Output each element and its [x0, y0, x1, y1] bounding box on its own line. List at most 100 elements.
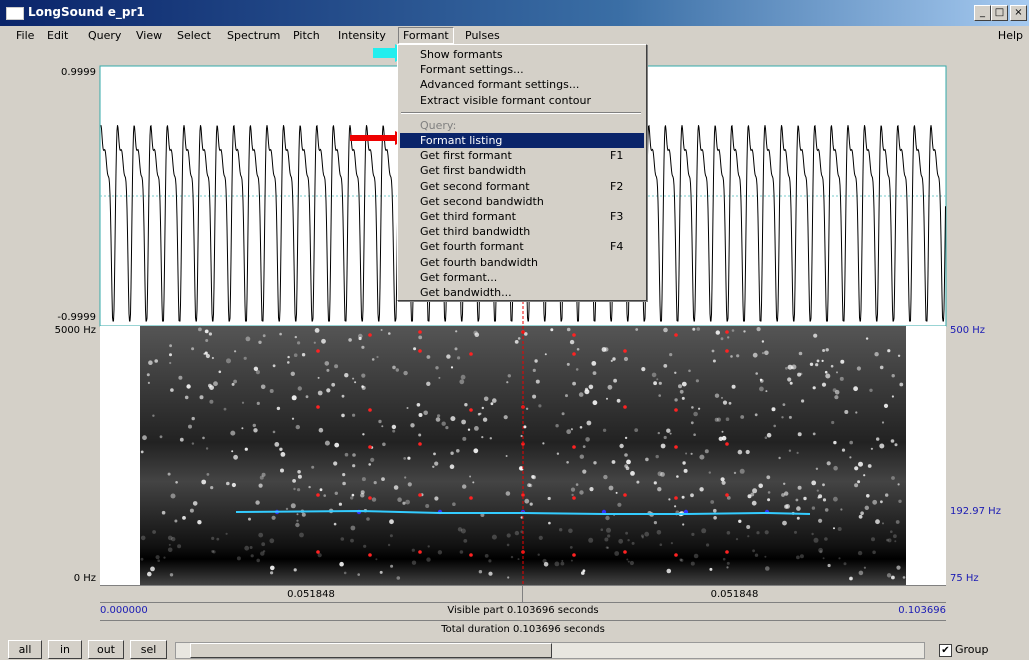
- zoom-button[interactable]: all: [8, 640, 42, 659]
- menu-option[interactable]: Formant settings...: [400, 62, 644, 77]
- pitch-top-label: 500 Hz: [950, 325, 986, 336]
- option-label: Extract visible formant contour: [420, 93, 592, 107]
- zoom-button[interactable]: in: [48, 640, 82, 659]
- visible-bar[interactable]: [100, 602, 946, 620]
- menu-option[interactable]: Get fourth bandwidth: [400, 255, 644, 270]
- speckle: [690, 493, 694, 498]
- menu-option[interactable]: Get third formant F3: [400, 209, 644, 224]
- menu-option[interactable]: Get first formant F1: [400, 148, 644, 163]
- menu-item[interactable]: Pitch: [293, 29, 320, 42]
- speckle: [488, 559, 492, 563]
- speckle: [402, 501, 406, 505]
- speckle: [896, 565, 901, 570]
- freq-bottom-label: 0 Hz: [73, 573, 96, 584]
- minimize-button[interactable]: _: [974, 5, 991, 21]
- right-half-bar[interactable]: 0.051848: [523, 585, 946, 603]
- speckle: [382, 442, 386, 447]
- left-half-bar[interactable]: 0.051848: [100, 585, 523, 603]
- speckle: [291, 395, 297, 401]
- speckle: [482, 417, 488, 422]
- speckle: [570, 559, 573, 562]
- speckle: [871, 537, 875, 542]
- menu-item[interactable]: File: [16, 29, 35, 42]
- formant-dot: [674, 553, 678, 557]
- menu-option[interactable]: Get first bandwidth: [400, 163, 644, 178]
- menu-separator: [401, 111, 641, 114]
- menu-item[interactable]: Intensity: [338, 29, 386, 42]
- speckle: [368, 463, 372, 466]
- total-duration[interactable]: Total duration 0.103696 seconds: [100, 620, 946, 638]
- speckle: [389, 534, 393, 538]
- speckle: [360, 493, 365, 498]
- speckle: [754, 553, 759, 557]
- speckle: [627, 560, 630, 563]
- menu-option[interactable]: Advanced formant settings...: [400, 77, 644, 92]
- maximize-button[interactable]: □: [991, 5, 1008, 21]
- menu-option[interactable]: Get second bandwidth: [400, 194, 644, 209]
- speckle: [617, 502, 622, 507]
- speckle: [233, 379, 238, 384]
- speckle: [857, 480, 861, 484]
- speckle: [294, 335, 297, 339]
- menu-option[interactable]: Get fourth formant F4: [400, 239, 644, 254]
- speckle: [856, 366, 862, 371]
- speckle: [506, 533, 511, 538]
- formant-dot: [725, 349, 729, 353]
- speckle: [171, 536, 176, 542]
- speckle: [231, 482, 236, 488]
- speckle: [305, 395, 309, 399]
- formant-dot: [469, 408, 473, 412]
- speckle: [883, 403, 889, 408]
- speckle: [787, 377, 792, 382]
- pitch-contour: [235, 509, 811, 515]
- speckle: [735, 538, 739, 541]
- menu-option[interactable]: Get second formant F2: [400, 179, 644, 194]
- formant-dot: [674, 445, 678, 449]
- speckle: [381, 477, 385, 481]
- visible-part: Visible part 0.103696 seconds: [447, 605, 599, 616]
- group-checkbox[interactable]: ✔: [939, 644, 952, 657]
- menu-option[interactable]: Get third bandwidth: [400, 224, 644, 239]
- formant-dot: [674, 408, 678, 412]
- menu-item[interactable]: View: [136, 29, 163, 42]
- menu-option[interactable]: Show formants: [400, 47, 644, 62]
- speckle: [361, 345, 365, 349]
- menu-option[interactable]: Extract visible formant contour: [400, 93, 644, 108]
- speckle: [271, 515, 276, 520]
- menu-help[interactable]: Help: [997, 29, 1023, 42]
- speckle: [391, 424, 397, 430]
- close-button[interactable]: ×: [1010, 5, 1027, 21]
- menu-item[interactable]: Query: [88, 29, 122, 42]
- speckle: [287, 361, 290, 364]
- speckle: [658, 394, 661, 397]
- speckle: [250, 554, 254, 558]
- zoom-button[interactable]: sel: [130, 640, 167, 659]
- speckle: [767, 491, 771, 494]
- speckle: [297, 386, 302, 391]
- menu-item[interactable]: Select: [177, 29, 211, 42]
- menu-item[interactable]: Edit: [47, 29, 69, 42]
- menu-option[interactable]: Get bandwidth...: [400, 285, 644, 300]
- speckle: [827, 563, 831, 568]
- menu-option[interactable]: Formant listing: [400, 133, 644, 148]
- speckle: [297, 474, 302, 479]
- speckle: [326, 388, 331, 393]
- zoom-button[interactable]: out: [88, 640, 124, 659]
- speckle: [899, 382, 904, 387]
- menu-option[interactable]: Get formant...: [400, 270, 644, 285]
- speckle: [818, 518, 823, 523]
- speckle: [831, 420, 835, 425]
- speckle: [811, 480, 817, 486]
- speckle: [853, 386, 858, 392]
- menu-item[interactable]: Spectrum: [227, 29, 281, 42]
- speckle: [656, 530, 662, 535]
- speckle: [488, 571, 493, 576]
- speckle: [784, 491, 789, 496]
- formant-dot: [674, 333, 678, 337]
- speckle: [819, 550, 823, 554]
- speckle: [403, 370, 408, 376]
- menu-item[interactable]: Pulses: [465, 29, 500, 42]
- speckle: [358, 336, 362, 341]
- scroll-thumb[interactable]: [190, 643, 552, 658]
- menu-item[interactable]: Formant: [398, 27, 454, 44]
